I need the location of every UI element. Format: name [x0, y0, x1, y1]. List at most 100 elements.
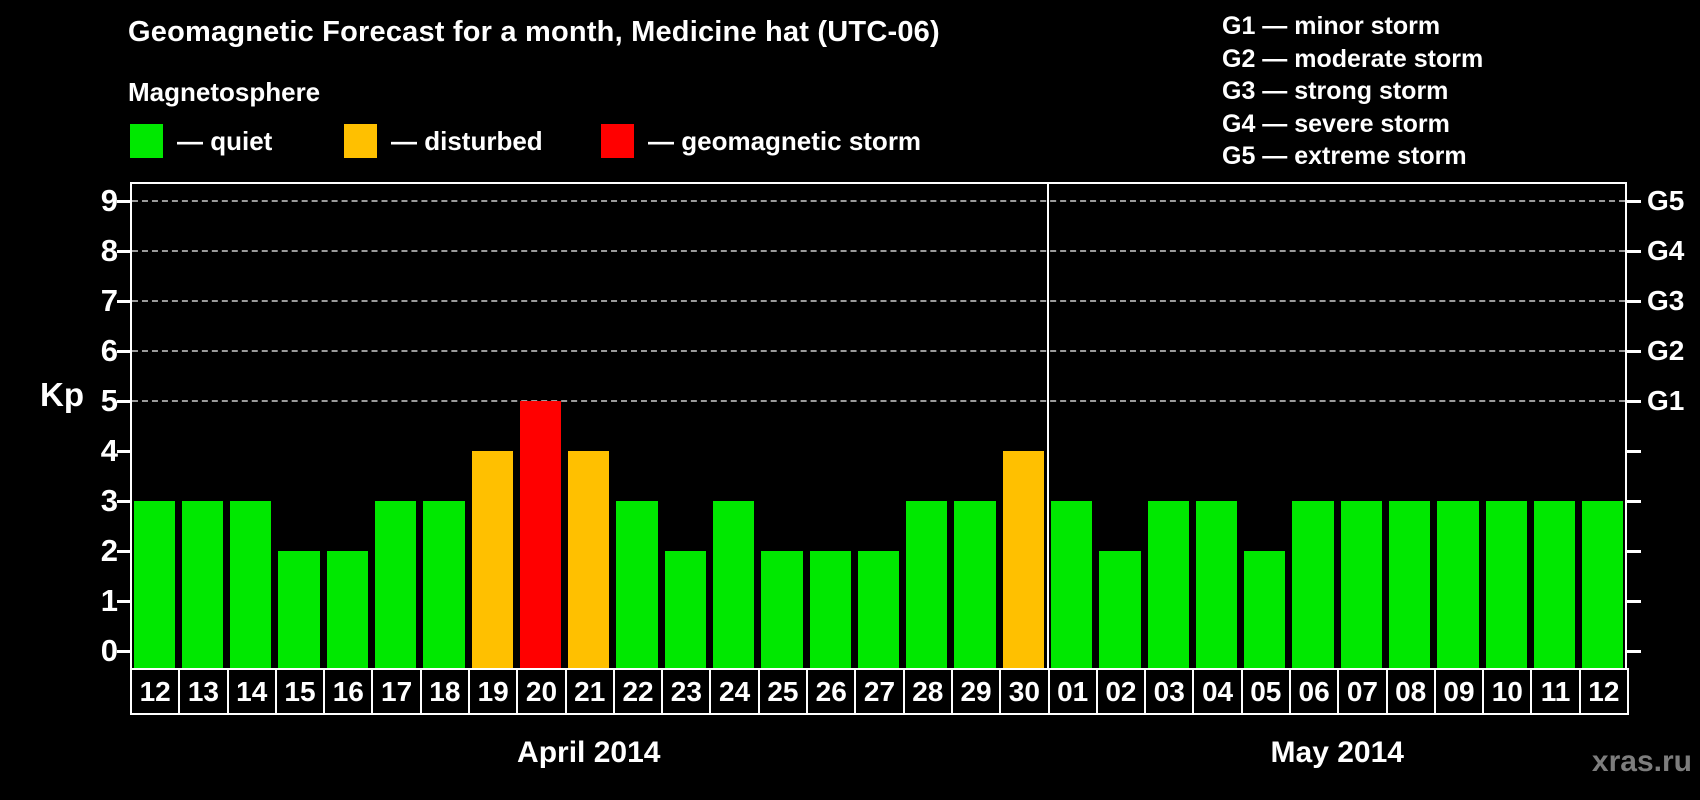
kp-bar	[1533, 501, 1576, 668]
kp-bar	[181, 501, 224, 668]
kp-bar	[954, 501, 996, 668]
kp-bar	[1292, 501, 1334, 668]
y-tick-label: 5	[100, 383, 118, 418]
day-label-cell: 01	[1047, 668, 1098, 715]
g-scale-line: G4 — severe storm	[1222, 109, 1450, 138]
kp-bar	[1485, 501, 1527, 668]
day-label-cell: 04	[1192, 668, 1243, 715]
gridline-kp8	[132, 250, 1625, 252]
y-tick-label: 8	[100, 233, 118, 268]
day-label-cell: 18	[419, 668, 471, 715]
legend-swatch-storm	[601, 124, 634, 158]
kp-bar	[1051, 501, 1093, 668]
y-axis-tick-right-1	[1627, 600, 1641, 603]
day-label-cell: 05	[1240, 668, 1291, 715]
day-label-cell: 26	[806, 668, 857, 715]
y-axis-tick-right-4	[1627, 450, 1641, 453]
legend-swatch-disturbed	[344, 124, 377, 158]
day-label-cell: 10	[1482, 668, 1533, 715]
y-tick-label: 1	[100, 583, 118, 618]
day-label-cell: 16	[323, 668, 374, 715]
g-scale-line: G1 — minor storm	[1222, 12, 1441, 40]
kp-bar	[712, 501, 755, 668]
y-axis-tick-right-3	[1627, 500, 1641, 503]
chart-subtitle: Magnetosphere	[128, 77, 321, 107]
y-axis-tick-left-8	[117, 250, 130, 253]
legend-item-storm: — geomagnetic storm	[601, 123, 921, 159]
day-label-cell: 23	[661, 668, 712, 715]
y-tick-label: 4	[100, 433, 118, 468]
day-label-cell: 11	[1530, 668, 1581, 715]
y-axis-tick-left-6	[117, 350, 130, 353]
day-label-cell: 22	[612, 668, 664, 715]
day-label-cell: 28	[902, 668, 953, 715]
gridline-kp9	[132, 200, 1625, 202]
day-label-cell: 03	[1144, 668, 1195, 715]
day-label-cell: 12	[130, 668, 181, 715]
y-tick-label: 0	[100, 633, 118, 668]
legend-item-label: — geomagnetic storm	[648, 125, 922, 156]
legend-item-label: — disturbed	[391, 125, 543, 156]
g-level-label-g5: G5	[1647, 185, 1685, 216]
y-tick-label: 2	[100, 533, 118, 568]
y-axis-tick-left-2	[117, 550, 130, 553]
kp-bar	[1340, 501, 1383, 668]
y-tick-label: 7	[100, 283, 118, 318]
day-label-cell: 06	[1288, 668, 1340, 715]
day-label-cell: 21	[564, 668, 615, 715]
kp-bar	[1582, 501, 1624, 668]
kp-bar	[1437, 501, 1479, 668]
kp-bar	[1389, 501, 1431, 668]
legend-swatch-quiet	[130, 124, 163, 158]
y-axis-label: Kp	[40, 376, 84, 413]
y-tick-label: 6	[100, 333, 118, 368]
kp-bar	[471, 451, 513, 668]
kp-bar	[906, 501, 948, 668]
kp-bar	[1147, 501, 1189, 668]
g-scale-line: G3 — strong storm	[1222, 77, 1449, 106]
day-label-cell: 13	[178, 668, 229, 715]
y-axis-tick-right-7	[1627, 300, 1641, 303]
y-axis-tick-right-2	[1627, 550, 1641, 553]
y-axis-tick-left-1	[117, 600, 130, 603]
y-axis-tick-right-9	[1627, 200, 1641, 203]
day-label-cell: 29	[950, 668, 1002, 715]
kp-bar	[761, 551, 803, 668]
kp-bar	[230, 501, 272, 668]
kp-bar	[133, 501, 175, 668]
g-level-label-g4: G4	[1647, 235, 1685, 266]
day-label-cell: 27	[854, 668, 905, 715]
y-axis-tick-left-3	[117, 500, 130, 503]
day-label-cell: 14	[226, 668, 277, 715]
y-axis-tick-right-6	[1627, 350, 1641, 353]
day-label-cell: 15	[274, 668, 326, 715]
kp-bar	[326, 551, 368, 668]
y-tick-label: 3	[100, 483, 118, 518]
day-label-cell: 25	[757, 668, 809, 715]
day-label-cell: 08	[1385, 668, 1436, 715]
legend-item-label: — quiet	[177, 125, 273, 156]
kp-bar	[1002, 451, 1044, 668]
day-label-cell: 20	[516, 668, 567, 715]
y-axis-tick-left-4	[117, 450, 130, 453]
kp-bar	[1099, 551, 1141, 668]
day-label-cell: 17	[371, 668, 422, 715]
g-scale-line: G2 — moderate storm	[1222, 44, 1484, 73]
day-label-cell: 24	[709, 668, 760, 715]
legend-item-quiet: — quiet	[130, 123, 272, 159]
kp-bar	[423, 501, 465, 668]
day-label-cell: 12	[1578, 668, 1629, 715]
g-scale-legend: G1 — minor storm G2 — moderate storm G3 — …	[1222, 10, 1483, 173]
day-label-cell: 02	[1095, 668, 1147, 715]
day-label-cell: 07	[1337, 668, 1388, 715]
kp-bar	[1244, 551, 1286, 668]
y-axis-tick-right-0	[1627, 650, 1641, 653]
y-axis-tick-left-7	[117, 300, 130, 303]
kp-bar	[568, 451, 610, 668]
gridline-kp7	[132, 300, 1625, 302]
y-axis-tick-right-8	[1627, 250, 1641, 253]
g-scale-line: G5 — extreme storm	[1222, 142, 1467, 171]
kp-bar	[374, 501, 417, 668]
kp-bar	[519, 401, 562, 668]
